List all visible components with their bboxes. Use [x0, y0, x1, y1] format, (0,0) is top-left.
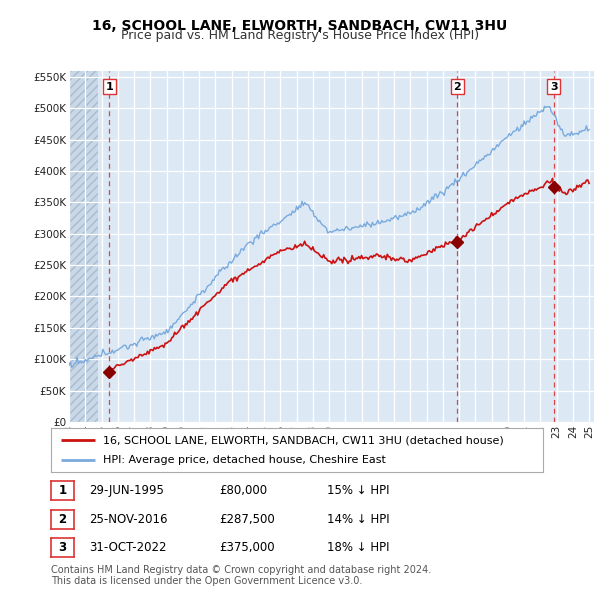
Text: 1: 1 [58, 484, 67, 497]
Text: £287,500: £287,500 [219, 513, 275, 526]
Text: 2: 2 [58, 513, 67, 526]
Text: 2: 2 [454, 81, 461, 91]
Text: 1: 1 [106, 81, 113, 91]
Text: 15% ↓ HPI: 15% ↓ HPI [327, 484, 389, 497]
Text: 29-JUN-1995: 29-JUN-1995 [89, 484, 164, 497]
Text: 3: 3 [550, 81, 557, 91]
Text: 25-NOV-2016: 25-NOV-2016 [89, 513, 167, 526]
Text: 31-OCT-2022: 31-OCT-2022 [89, 541, 166, 554]
Text: Price paid vs. HM Land Registry's House Price Index (HPI): Price paid vs. HM Land Registry's House … [121, 30, 479, 42]
Text: 3: 3 [58, 541, 67, 554]
Text: £80,000: £80,000 [219, 484, 267, 497]
Bar [69, 71, 98, 422]
Text: 16, SCHOOL LANE, ELWORTH, SANDBACH, CW11 3HU (detached house): 16, SCHOOL LANE, ELWORTH, SANDBACH, CW11… [103, 435, 503, 445]
Text: Contains HM Land Registry data © Crown copyright and database right 2024.
This d: Contains HM Land Registry data © Crown c… [51, 565, 431, 586]
Text: 16, SCHOOL LANE, ELWORTH, SANDBACH, CW11 3HU: 16, SCHOOL LANE, ELWORTH, SANDBACH, CW11… [92, 19, 508, 33]
Text: HPI: Average price, detached house, Cheshire East: HPI: Average price, detached house, Ches… [103, 455, 386, 464]
Text: 14% ↓ HPI: 14% ↓ HPI [327, 513, 389, 526]
Text: 18% ↓ HPI: 18% ↓ HPI [327, 541, 389, 554]
Text: £375,000: £375,000 [219, 541, 275, 554]
